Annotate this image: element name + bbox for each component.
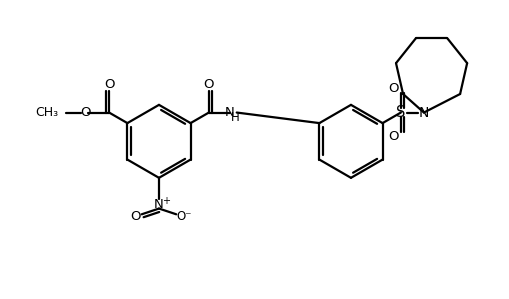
Text: O: O — [388, 82, 399, 95]
Text: N: N — [419, 106, 429, 120]
Text: O: O — [104, 78, 115, 91]
Text: +: + — [162, 196, 169, 206]
Text: N: N — [154, 198, 164, 211]
Text: O: O — [80, 106, 90, 119]
Text: O: O — [388, 130, 399, 143]
Text: O: O — [131, 210, 141, 223]
Text: O: O — [204, 78, 214, 91]
Text: H: H — [232, 111, 240, 124]
Text: CH₃: CH₃ — [35, 106, 58, 119]
Text: N: N — [225, 106, 235, 119]
Text: S: S — [396, 105, 406, 120]
Text: O⁻: O⁻ — [176, 210, 192, 223]
